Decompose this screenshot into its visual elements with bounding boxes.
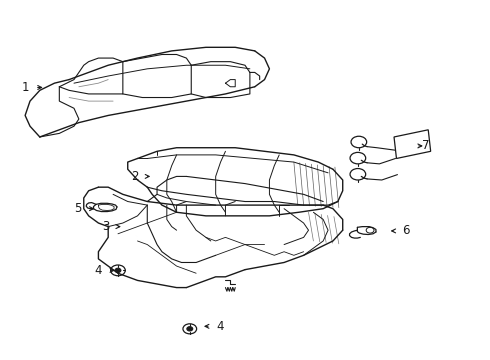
Text: 2: 2 bbox=[131, 170, 139, 183]
Circle shape bbox=[187, 327, 193, 331]
Text: 4: 4 bbox=[95, 264, 102, 277]
Text: 3: 3 bbox=[102, 220, 109, 233]
Text: 4: 4 bbox=[217, 320, 224, 333]
Text: 5: 5 bbox=[74, 202, 81, 215]
Text: 6: 6 bbox=[402, 224, 410, 238]
Text: 1: 1 bbox=[22, 81, 29, 94]
Text: 7: 7 bbox=[422, 139, 430, 152]
Circle shape bbox=[115, 268, 121, 273]
